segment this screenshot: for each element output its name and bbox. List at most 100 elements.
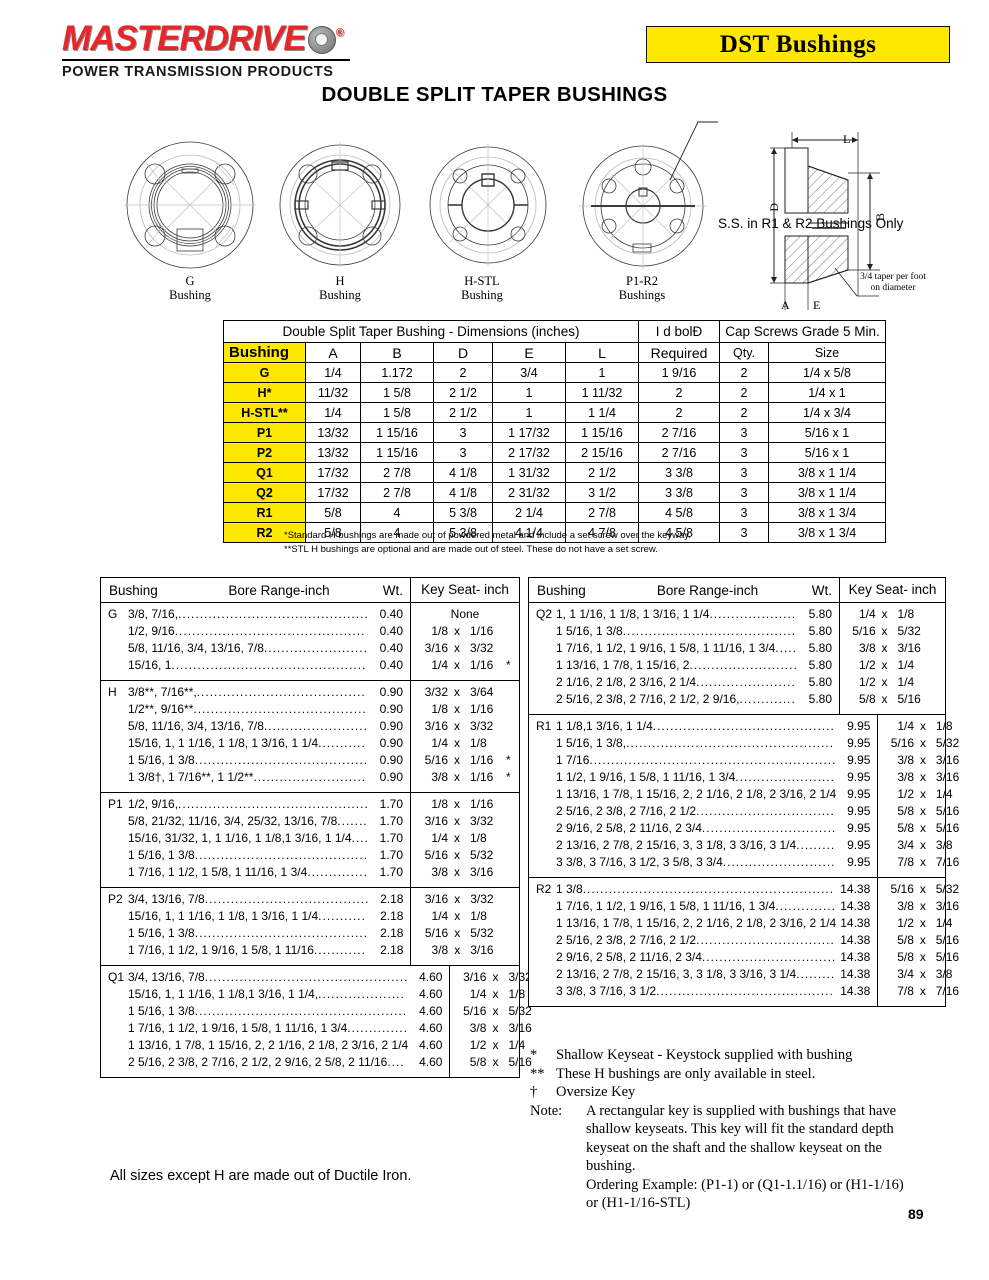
- bore-row: 3 3/8, 3 7/16, 3 1/2....................…: [529, 984, 877, 1001]
- dimensions-table: Double Split Taper Bushing - Dimensions …: [223, 320, 886, 543]
- keyseat-x: x: [881, 658, 888, 672]
- leader-dots: ........................................…: [204, 970, 409, 984]
- keyseat-height: 5/16: [508, 1055, 532, 1069]
- keyseat-row: 3/32 x 3/64: [411, 685, 519, 702]
- leader-dots: ....: [387, 1055, 405, 1069]
- keyseat-x: x: [454, 770, 460, 784]
- keyseat-row: 3/16 x 3/32: [411, 892, 519, 909]
- keyseat-x: x: [454, 797, 460, 811]
- taper-note: 3/4 taper per foot on diameter: [843, 272, 943, 294]
- bore-row: 1 5/16, 1 3/8...........................…: [101, 926, 410, 943]
- keyseat-width: 3/8: [858, 641, 876, 655]
- dimtable-cell-bolt: 2 7/16: [638, 442, 720, 463]
- bore-row-range: 1 5/16, 1 3/8...........................…: [128, 926, 369, 940]
- dimtable-cell-d: 2: [433, 362, 493, 383]
- dimtable-cell-bolt: 2: [638, 402, 720, 423]
- bore-group: P2 3/4, 13/16, 7/8.......................…: [101, 888, 519, 966]
- bore-row-range: 1/2, 9/16,..............................…: [128, 797, 369, 811]
- g-label: G: [185, 274, 195, 288]
- bore-row: Q2 1, 1 1/16, 1 1/8, 1 3/16, 1 1/4.......…: [529, 607, 839, 624]
- bore-row-bushing: R1: [536, 719, 552, 733]
- bore-table-header: Bushing Bore Range-inch Wt. Key Seat- inch: [529, 578, 945, 603]
- keyseat-height: 5/32: [935, 882, 960, 896]
- bore-row: 2 5/16, 2 3/8, 2 7/16, 2 1/2, 2 9/16,...…: [529, 692, 839, 709]
- bore-row-weight: 14.38: [840, 984, 871, 998]
- keyseat-row: 3/4 x 3/8: [878, 967, 983, 984]
- bore-row: 1 7/16, 1 1/2, 1 9/16, 1 5/8, 1 11/16, 1…: [529, 641, 839, 658]
- dimtable-cell-bushing: P1: [223, 422, 306, 443]
- keyseat-x: x: [492, 1004, 499, 1018]
- bore-row-range: 2 9/16, 2 5/8, 2 11/16, 2 3/4...........…: [556, 821, 837, 835]
- dim-label-E: E: [813, 298, 821, 312]
- keyseat-height: 1/16: [470, 624, 494, 638]
- leader-dots: ................................: [696, 933, 835, 947]
- bore-header-bushing: Bushing: [537, 582, 586, 598]
- legend-note-row: Note: A rectangular key is supplied with…: [530, 1102, 960, 1213]
- keyseat-width: 5/16: [463, 1004, 487, 1018]
- keyseat-row: 1/2 x 1/4: [450, 1038, 556, 1055]
- keyseat-x: x: [919, 736, 926, 750]
- keyseat-group-rows: 3/32 x 3/64 1/8 x 1/16 3/16 x 3/32 1/4 x 1/8 5/16 x 1/…: [410, 681, 519, 792]
- keyseat-height: 3/16: [897, 641, 921, 655]
- keyseat-height: 3/32: [508, 970, 532, 984]
- dimtable-cell-e: 1 17/32: [492, 422, 566, 443]
- dimtable-cell-l: 1 1/4: [565, 402, 639, 423]
- dim-label-L: L: [843, 132, 851, 146]
- keyseat-height: 7/16: [935, 984, 960, 998]
- keyseat-height: 7/16: [935, 855, 960, 869]
- bore-row-weight: 0.90: [379, 685, 403, 699]
- bore-row-range: 3/8, 7/16,..............................…: [128, 607, 369, 621]
- bore-table-header: Bushing Bore Range-inch Wt. Key Seat- inch: [101, 578, 519, 603]
- keyseat-row: 5/8 x 5/16: [878, 821, 983, 838]
- bore-row: 2 1/16, 2 1/8, 2 3/16, 2 1/4............…: [529, 675, 839, 692]
- bore-row: 1 13/16, 1 7/8, 1 15/16, 2, 2 1/16, 2 1/…: [529, 916, 877, 933]
- legend-dagger-row: † Oversize Key: [530, 1083, 960, 1102]
- keyseat-none: None: [450, 607, 480, 621]
- leader-dots: .............: [739, 692, 796, 706]
- bore-row: 1 7/16..................................…: [529, 753, 877, 770]
- dimtable-cell-b: 1 5/8: [360, 402, 434, 423]
- bore-row-range: 1 7/16, 1 1/2, 1 9/16, 1 5/8, 1 11/16, 1…: [556, 899, 836, 913]
- keyseat-width: 7/8: [897, 855, 915, 869]
- keyseat-x: x: [454, 848, 460, 862]
- dimtable-cell-qty: 3: [719, 502, 769, 523]
- keyseat-width: 1/4: [431, 831, 448, 845]
- bore-row-weight: 2.18: [380, 892, 404, 906]
- keyseat-height: 1/4: [897, 658, 915, 672]
- keyseat-height: 3/32: [470, 641, 494, 655]
- keyseat-width: 5/8: [858, 692, 876, 706]
- bore-row-weight: 2.18: [380, 943, 404, 957]
- bore-row-range: 1, 1 1/16, 1 1/8, 1 3/16, 1 1/4.........…: [556, 607, 797, 621]
- leader-dots: .........................: [689, 658, 798, 672]
- dimtable-cell-b: 2 7/8: [360, 462, 434, 483]
- h-bushing-caption: H Bushing: [270, 274, 410, 302]
- keyseat-row: 1/4 x 1/8: [411, 909, 519, 926]
- bore-row-range: 5/8, 21/32, 11/16, 3/4, 25/32, 13/16, 7/…: [128, 814, 368, 828]
- keyseat-height: 5/32: [508, 1004, 532, 1018]
- legend-dagger-mark: †: [530, 1084, 538, 1100]
- bore-row-range: 15/16, 1, 1 1/16, 1 1/8,1 3/16, 1 1/4,..…: [128, 987, 405, 1001]
- keyseat-width: 1/2: [897, 787, 915, 801]
- dim-label-A: A: [781, 298, 790, 312]
- keyseat-x: x: [919, 950, 926, 964]
- keyseat-height: 1/8: [470, 736, 487, 750]
- dimtable-cell-b: 1 15/16: [360, 442, 434, 463]
- bore-row-range: 1/2, 9/16...............................…: [128, 624, 366, 638]
- bore-row: 2 13/16, 2 7/8, 2 15/16, 3, 3 1/8, 3 3/1…: [529, 838, 877, 855]
- keyseat-row: 3/8 x 3/16: [411, 943, 519, 960]
- leader-dots: .......................: [696, 675, 796, 689]
- dst-bushings-badge: DST Bushings: [646, 26, 950, 63]
- bore-group: Q1 3/4, 13/16, 7/8.......................…: [101, 966, 532, 1077]
- h-bushing-drawing: [279, 142, 401, 268]
- keyseat-height: 1/8: [508, 987, 526, 1001]
- keyseat-width: 5/16: [424, 848, 448, 862]
- bore-range-table-left: Bushing Bore Range-inch Wt. Key Seat- inch G…: [100, 577, 532, 1078]
- bore-row-weight: 14.38: [840, 967, 871, 981]
- bore-row: Q1 3/4, 13/16, 7/8.......................…: [101, 970, 449, 987]
- leader-dots: ............: [313, 943, 366, 957]
- bore-row: 1 7/16, 1 1/2, 1 5/8, 1 11/16, 1 3/4....…: [101, 865, 410, 882]
- dimtable-cell-qty: 2: [719, 362, 769, 383]
- bore-row: 2 13/16, 2 7/8, 2 15/16, 3, 3 1/8, 3 3/1…: [529, 967, 877, 984]
- legend-note-line: or (H1-1/16-STL): [586, 1195, 691, 1211]
